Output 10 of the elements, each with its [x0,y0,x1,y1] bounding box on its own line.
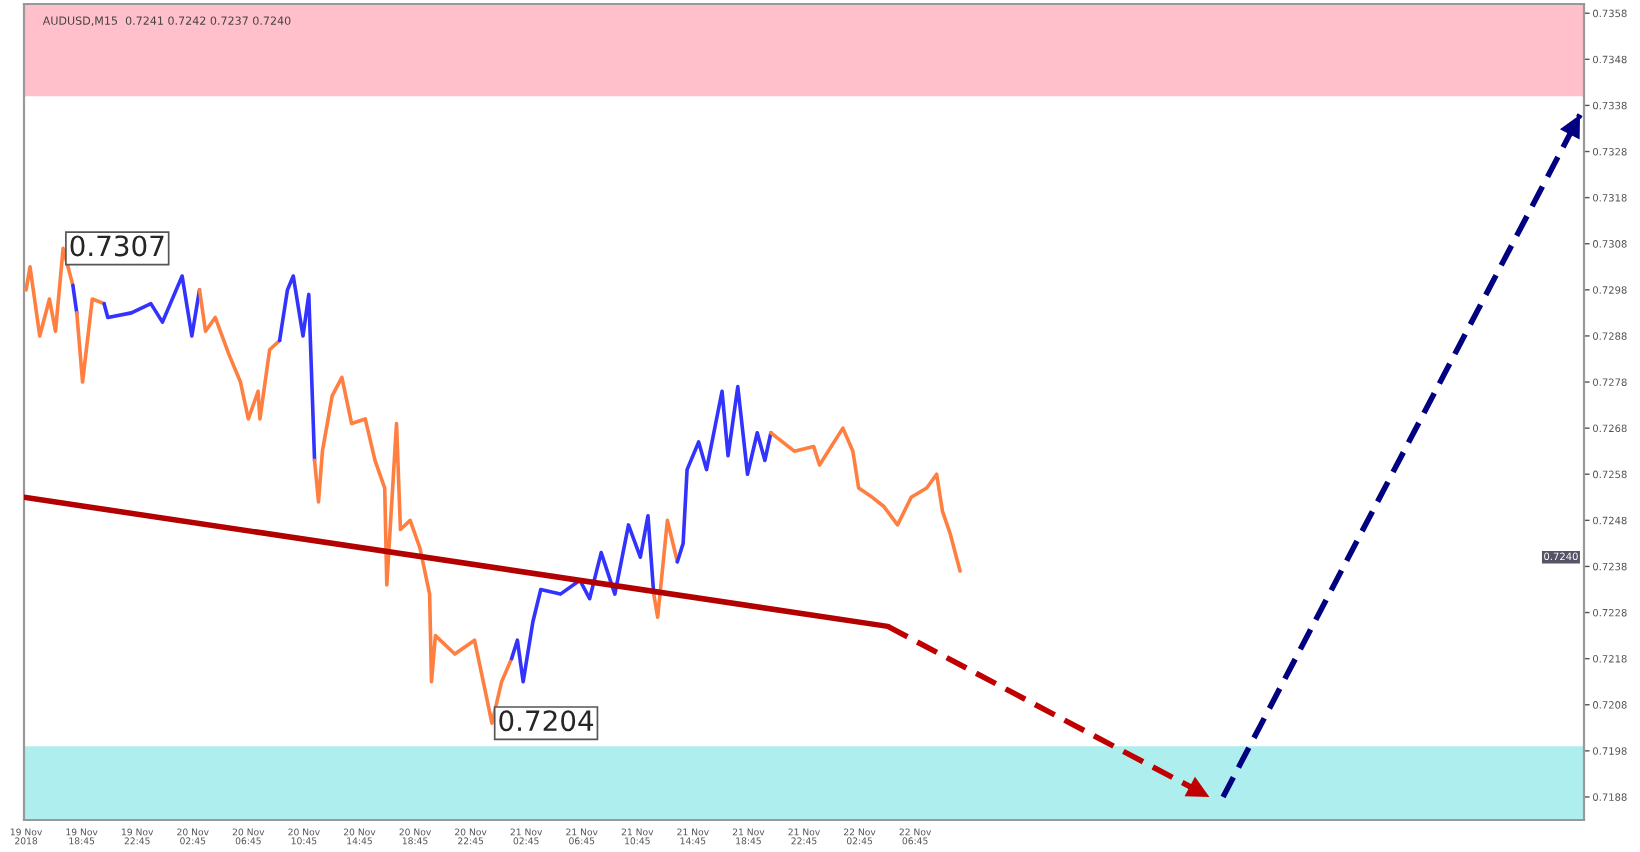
line-series [675,384,773,564]
annotation: 0.7307 [70,235,164,257]
annotation: 0.7204 [499,710,594,732]
line-series [197,288,282,421]
line-series [277,274,317,463]
line-series [74,297,106,384]
line-series [102,274,202,338]
line-series [651,518,680,619]
line-series [769,426,962,573]
line-series [509,513,656,684]
